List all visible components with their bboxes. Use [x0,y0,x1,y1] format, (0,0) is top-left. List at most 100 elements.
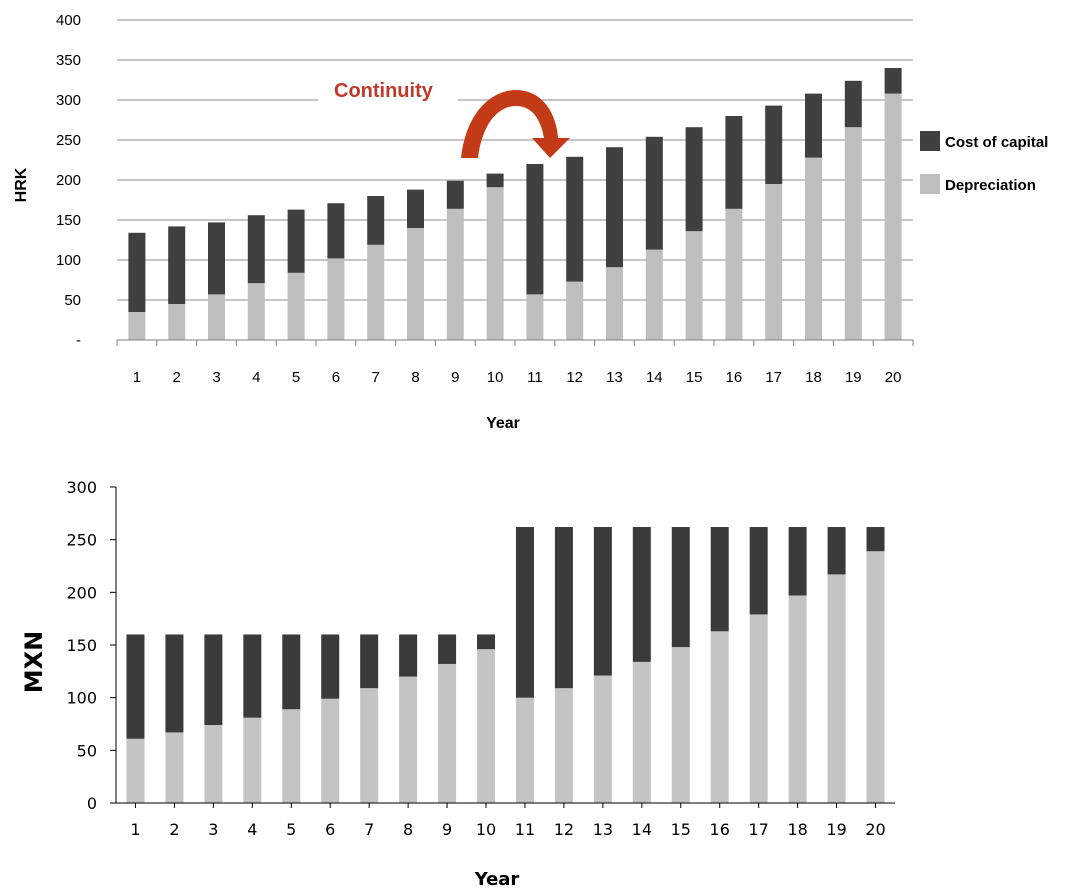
mxn-y-tick-label: 0 [87,794,97,813]
hrk-bar-cost-of-capital [486,173,504,188]
hrk-x-tick-label: 14 [646,369,663,386]
mxn-bar-cost-of-capital [515,527,534,698]
hrk-x-tick-label: 3 [212,369,220,386]
mxn-bar-cost-of-capital [399,634,418,677]
hrk-x-tick-marks [116,340,914,346]
hrk-bar-depreciation [725,208,743,340]
hrk-bar-cost-of-capital [327,203,345,259]
mxn-bar-cost-of-capital [204,634,223,726]
continuity-label: Continuity [334,80,434,102]
mxn-bar-cost-of-capital [632,527,651,662]
hrk-x-tick-label: 20 [885,369,902,386]
mxn-x-tick-label: 8 [403,820,413,839]
mxn-y-tick-label: 50 [77,741,97,760]
mxn-bar-cost-of-capital [321,634,340,699]
hrk-bar-cost-of-capital [685,127,703,232]
mxn-bar-depreciation [788,595,807,803]
hrk-bar-depreciation [486,187,504,340]
hrk-bar-cost-of-capital [765,105,783,184]
hrk-bar-cost-of-capital [884,68,902,94]
hrk-y-tick-label: 300 [56,92,81,109]
hrk-bar-depreciation [367,244,385,340]
hrk-bar-depreciation [446,208,464,340]
mxn-bar-cost-of-capital [165,634,184,733]
continuity-annotation: Continuity [334,80,570,158]
hrk-y-tick-label: 250 [56,132,81,149]
hrk-gridlines [117,19,913,301]
hrk-bar-depreciation [566,281,584,340]
mxn-x-tick-label: 1 [130,820,140,839]
hrk-bar-depreciation [526,294,544,340]
hrk-y-axis-title: HRK [13,167,30,202]
hrk-bar-cost-of-capital [208,222,225,295]
mxn-bar-depreciation [515,697,534,803]
hrk-y-tick-label: 350 [56,52,81,69]
mxn-x-tick-labels: 1 2 3 4 5 6 7 8 9 10 11 12 13 14 15 16 17 18 19 20 [130,803,886,839]
mxn-bar-cost-of-capital [243,634,262,718]
mxn-bar-depreciation [204,725,223,803]
hrk-bar-depreciation [407,228,424,340]
mxn-bar-cost-of-capital [554,527,573,689]
hrk-bar-depreciation [844,127,862,340]
mxn-bar-cost-of-capital [827,527,846,575]
mxn-bar-depreciation [866,551,885,803]
mxn-bar-depreciation [827,574,846,803]
mxn-y-axis-title: MXN [20,631,48,693]
hrk-x-tick-label: 13 [606,369,623,386]
mxn-bar-depreciation [671,647,690,803]
mxn-bar-cost-of-capital [477,634,496,650]
hrk-x-tick-label: 10 [487,369,504,386]
hrk-y-tick-label: - [76,332,81,349]
mxn-x-tick-label: 6 [325,820,335,839]
hrk-x-tick-label: 2 [173,369,181,386]
mxn-bar-depreciation [710,631,729,803]
hrk-bar-depreciation [805,157,822,340]
mxn-x-tick-label: 14 [632,820,652,839]
hrk-x-tick-label: 18 [805,369,822,386]
mxn-bar-cost-of-capital [593,527,612,676]
hrk-bar-cost-of-capital [526,164,544,295]
hrk-x-tick-labels: 1 2 3 4 5 6 7 8 9 10 11 12 13 14 15 16 17 18 19 20 [133,369,902,386]
mxn-y-tick-label: 300 [66,478,97,497]
continuity-arrow-icon [461,90,570,158]
hrk-x-tick-label: 7 [372,369,380,386]
hrk-y-tick-label: 100 [56,252,81,269]
hrk-bar-depreciation [685,231,703,340]
hrk-bar-cost-of-capital [446,180,464,209]
mxn-bar-cost-of-capital [126,634,145,739]
hrk-bar-depreciation [765,184,783,340]
hrk-x-tick-label: 19 [845,369,862,386]
mxn-x-tick-label: 17 [748,820,768,839]
mxn-bar-depreciation [243,717,262,803]
mxn-bar-depreciation [438,663,457,803]
hrk-bar-cost-of-capital [606,147,623,268]
hrk-bar-depreciation [128,312,146,340]
mxn-x-tick-label: 5 [286,820,296,839]
mxn-bar-depreciation [477,649,496,803]
hrk-bar-depreciation [884,93,902,340]
hrk-bar-depreciation [168,304,186,340]
legend-label-depreciation: Depreciation [945,177,1036,194]
hrk-bar-cost-of-capital [725,116,743,209]
hrk-y-tick-label: 50 [64,292,81,309]
mxn-x-tick-label: 19 [826,820,846,839]
legend-swatch-depreciation [920,174,940,194]
hrk-bar-depreciation [327,258,345,340]
mxn-x-tick-label: 20 [865,820,885,839]
mxn-x-tick-label: 9 [442,820,452,839]
mxn-bar-cost-of-capital [710,527,729,632]
mxn-x-tick-label: 12 [554,820,574,839]
mxn-bar-depreciation [126,738,145,803]
hrk-bar-cost-of-capital [168,226,186,304]
mxn-x-tick-label: 7 [364,820,374,839]
mxn-x-tick-label: 3 [208,820,218,839]
mxn-bar-cost-of-capital [671,527,690,648]
mxn-y-tick-label: 200 [66,583,97,602]
hrk-y-tick-labels: - 50 100 150 200 250 300 350 400 [56,12,81,349]
mxn-bar-depreciation [593,675,612,803]
hrk-x-axis-title: Year [486,415,520,432]
hrk-legend: Cost of capital Depreciation [920,131,1048,194]
